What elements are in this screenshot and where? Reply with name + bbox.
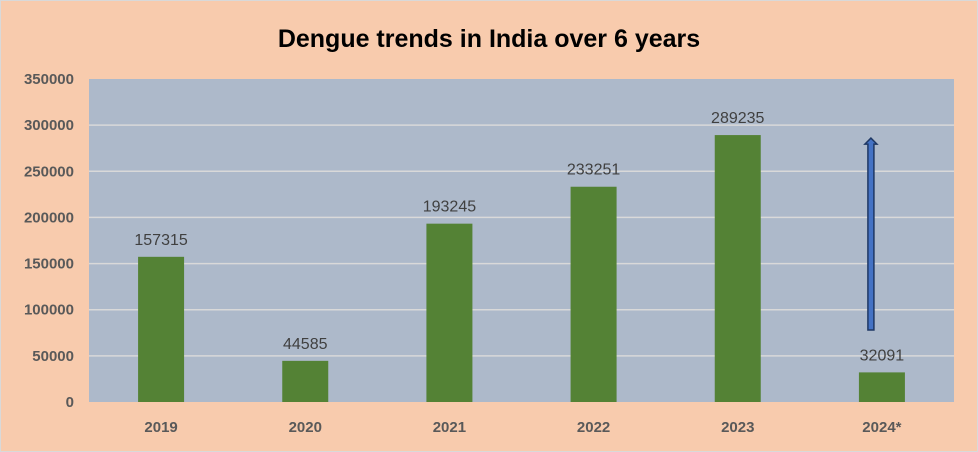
plot-area: [89, 79, 954, 402]
bar-2020: [282, 360, 329, 402]
data-label: 157315: [134, 232, 187, 249]
y-tick-label: 250000: [24, 163, 74, 180]
bar-2021: [426, 223, 473, 402]
chart-title: Dengue trends in India over 6 years: [278, 25, 700, 53]
data-label: 233251: [567, 162, 620, 179]
x-tick-label: 2021: [433, 419, 466, 436]
bar-2024-star: [858, 372, 905, 402]
y-tick-label: 50000: [32, 348, 74, 365]
data-label: 193245: [423, 199, 476, 216]
data-label: 44585: [283, 336, 328, 353]
x-tick-label: 2019: [144, 419, 177, 436]
x-tick-label: 2023: [721, 419, 754, 436]
x-tick-label: 2020: [289, 419, 322, 436]
x-tick-label: 2024*: [862, 419, 901, 436]
y-tick-label: 150000: [24, 256, 74, 273]
y-tick-label: 350000: [24, 71, 74, 88]
data-label: 32091: [860, 347, 905, 364]
upward-arrow-icon: [863, 137, 879, 331]
y-tick-label: 100000: [24, 302, 74, 319]
x-tick-label: 2022: [577, 419, 610, 436]
y-tick-label: 0: [66, 394, 74, 411]
bar-2022: [570, 186, 617, 402]
bar-2023: [714, 135, 761, 403]
y-tick-label: 300000: [24, 117, 74, 134]
bar-2019: [138, 256, 185, 402]
y-tick-label: 200000: [24, 209, 74, 226]
data-label: 289235: [711, 110, 764, 127]
